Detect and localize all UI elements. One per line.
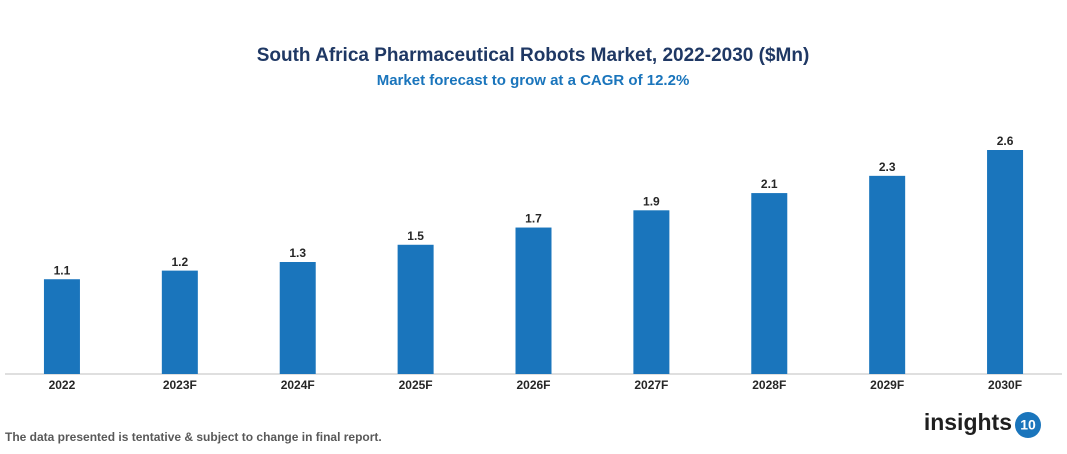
logo-circle [1015, 412, 1041, 438]
x-tick-label: 2030F [988, 378, 1022, 392]
value-label: 1.7 [525, 212, 542, 226]
value-label: 1.3 [289, 246, 306, 260]
x-tick-label: 2028F [752, 378, 786, 392]
bar [515, 227, 552, 374]
x-tick-label: 2026F [516, 378, 550, 392]
bar [279, 262, 316, 374]
chart-title: South Africa Pharmaceutical Robots Marke… [257, 45, 810, 66]
value-label: 2.6 [997, 134, 1014, 148]
value-label: 1.2 [171, 255, 188, 269]
bar [161, 270, 198, 374]
bar [751, 193, 788, 374]
footer-note: The data presented is tentative & subjec… [5, 430, 382, 444]
value-label: 1.5 [407, 229, 424, 243]
value-label: 1.1 [54, 263, 71, 277]
x-tick-label: 2024F [281, 378, 315, 392]
value-label: 2.3 [879, 160, 896, 174]
bar [397, 244, 434, 374]
value-label: 2.1 [761, 177, 778, 191]
x-tick-label: 2025F [399, 378, 433, 392]
chart-subtitle: Market forecast to grow at a CAGR of 12.… [377, 72, 690, 89]
logo-text: insights [924, 409, 1012, 435]
x-tick-label: 2029F [870, 378, 904, 392]
value-label: 1.9 [643, 194, 660, 208]
x-tick-label: 2023F [163, 378, 197, 392]
x-tick-label: 2022 [49, 378, 76, 392]
logo-number: 10 [1020, 417, 1036, 433]
bar [987, 150, 1024, 374]
bar [633, 210, 670, 374]
bar [43, 279, 80, 374]
x-tick-label: 2027F [634, 378, 668, 392]
bar [869, 175, 906, 374]
